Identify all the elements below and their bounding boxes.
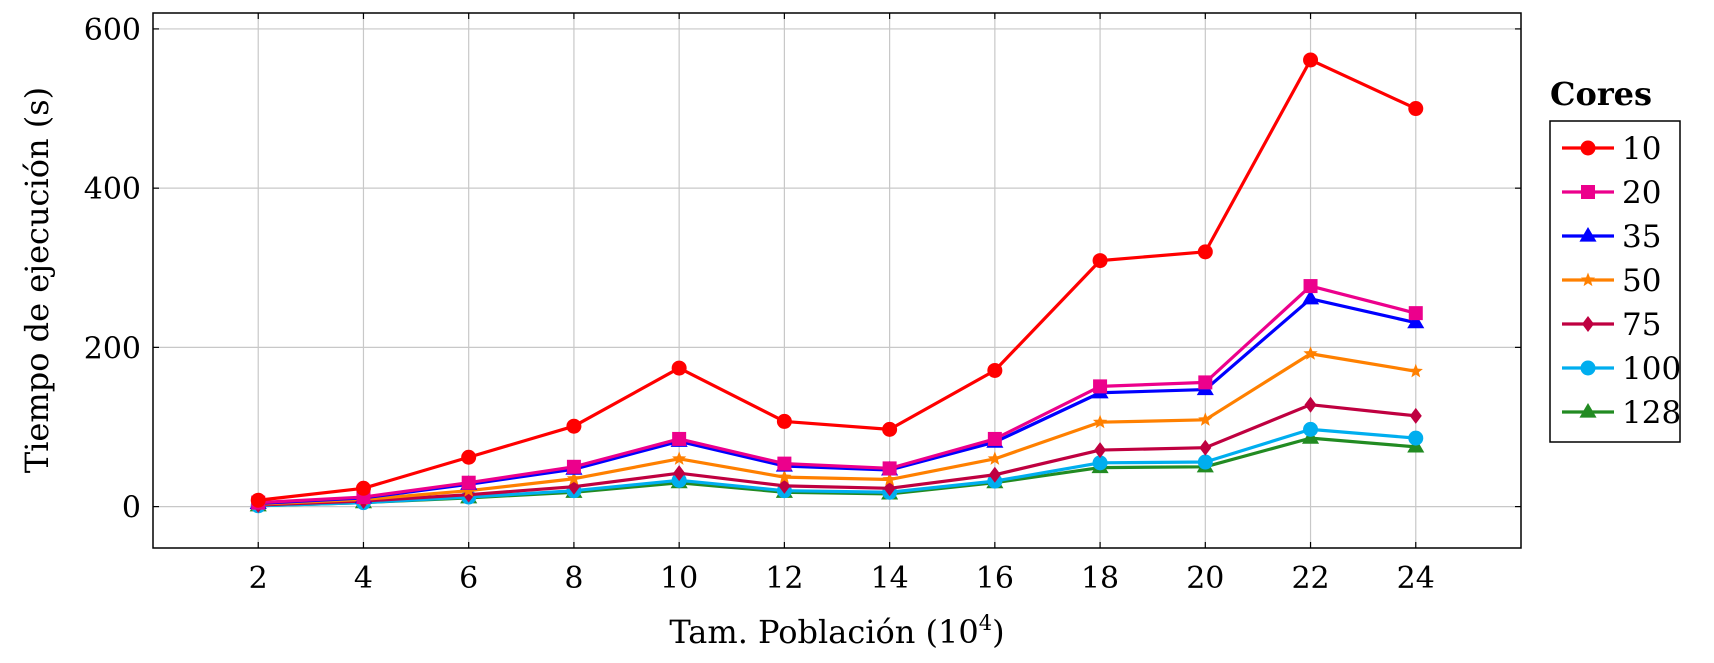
legend-label: 35 — [1622, 219, 1661, 255]
legend-entry-35: 35 — [1562, 219, 1661, 255]
data-point-100 — [1092, 455, 1108, 471]
plot-frame — [152, 12, 1522, 549]
legend-label: 10 — [1622, 131, 1661, 167]
data-point-75 — [1304, 396, 1317, 413]
x-tick-label: 10 — [660, 561, 698, 596]
data-point-10 — [882, 421, 898, 437]
data-point-20 — [987, 431, 1002, 446]
legend-entry-10: 10 — [1562, 131, 1661, 167]
data-point-10 — [1408, 101, 1424, 117]
data-point-20 — [566, 459, 581, 474]
data-point-10 — [1303, 52, 1319, 68]
legend-marker-35 — [1579, 227, 1597, 242]
legend-label: 100 — [1622, 351, 1681, 387]
data-point-10 — [776, 413, 792, 429]
x-tick-label: 18 — [1081, 561, 1119, 596]
series-line-20 — [258, 284, 1417, 505]
series-20 — [251, 279, 1423, 510]
data-point-100 — [1303, 421, 1319, 437]
data-point-100 — [1197, 454, 1213, 470]
series-group — [249, 52, 1425, 514]
legend-entry-100: 100 — [1562, 351, 1681, 387]
data-point-10 — [250, 492, 266, 508]
legend-marker-10 — [1580, 140, 1596, 156]
data-point-20 — [1408, 306, 1423, 321]
legend-marker-75 — [1582, 316, 1594, 332]
legend-entry-75: 75 — [1562, 307, 1661, 343]
legend-marker-20 — [1581, 185, 1595, 199]
data-point-20 — [1198, 375, 1213, 390]
legend-marker-100 — [1580, 360, 1596, 376]
data-point-50 — [1092, 414, 1108, 429]
data-point-75 — [1094, 442, 1107, 459]
data-point-50 — [1198, 412, 1213, 426]
x-tick-label: 14 — [871, 561, 909, 596]
y-tick-label: 0 — [122, 491, 141, 526]
data-point-20 — [882, 461, 897, 476]
y-tick-label: 600 — [84, 13, 141, 48]
data-point-20 — [672, 431, 687, 446]
data-point-75 — [673, 465, 686, 482]
series-line-100 — [258, 427, 1416, 508]
data-point-20 — [461, 475, 476, 490]
legend-label: 75 — [1622, 307, 1661, 343]
data-point-35 — [1301, 289, 1320, 305]
data-point-50 — [672, 451, 687, 465]
data-point-10 — [1092, 253, 1108, 269]
x-tick-label: 12 — [765, 561, 803, 596]
data-point-50 — [777, 469, 792, 484]
x-tick-label: 16 — [976, 561, 1014, 596]
x-tick-label: 22 — [1291, 561, 1329, 596]
series-line-35 — [258, 297, 1417, 506]
legend-label: 50 — [1622, 263, 1661, 299]
data-point-75 — [1409, 407, 1422, 424]
data-point-50 — [987, 451, 1002, 465]
x-tick-label: 6 — [459, 561, 478, 596]
data-point-50 — [882, 472, 897, 486]
x-tick-label: 4 — [354, 561, 373, 596]
legend-entry-50: 50 — [1562, 263, 1661, 299]
legend-title: Cores — [1550, 75, 1652, 113]
data-point-20 — [777, 456, 792, 471]
data-point-50 — [461, 483, 476, 497]
data-point-10 — [987, 362, 1003, 378]
series-line-75 — [258, 403, 1416, 507]
legend-label: 128 — [1622, 395, 1681, 431]
legend-entry-20: 20 — [1562, 175, 1661, 211]
legend-entry-128: 128 — [1562, 395, 1681, 431]
data-point-75 — [988, 466, 1001, 483]
y-tick-label: 200 — [84, 331, 141, 366]
series-35 — [249, 289, 1425, 509]
x-tick-label: 2 — [249, 561, 268, 596]
data-point-10 — [1197, 244, 1213, 260]
x-axis-label-superscript: 4 — [979, 611, 992, 635]
x-tick-label: 8 — [564, 561, 583, 596]
data-point-10 — [355, 480, 371, 496]
x-tick-label: 20 — [1186, 561, 1224, 596]
y-axis-label: Tiempo de ejecución (s) — [18, 87, 56, 473]
legend-marker-50 — [1580, 272, 1596, 287]
data-point-50 — [566, 471, 582, 485]
data-point-50 — [1408, 363, 1423, 378]
data-point-10 — [566, 418, 582, 434]
data-point-10 — [461, 449, 477, 465]
data-point-50 — [1303, 346, 1318, 360]
data-point-100 — [1408, 430, 1424, 446]
data-point-10 — [671, 360, 687, 376]
x-axis-label: Tam. Población (104) — [669, 611, 1004, 651]
series-line-10 — [258, 58, 1417, 502]
series-line-50 — [258, 352, 1417, 506]
data-point-20 — [1303, 279, 1318, 294]
y-tick-label: 400 — [84, 172, 141, 207]
data-point-35 — [1407, 313, 1425, 329]
x-tick-label: 24 — [1397, 561, 1435, 596]
data-point-75 — [1199, 439, 1212, 456]
legend-label: 20 — [1622, 175, 1661, 211]
legend: 10 20 35 50 75 100 128 — [1562, 131, 1681, 431]
data-point-20 — [1093, 379, 1108, 394]
legend-marker-128 — [1579, 403, 1597, 418]
series-10 — [250, 52, 1424, 508]
